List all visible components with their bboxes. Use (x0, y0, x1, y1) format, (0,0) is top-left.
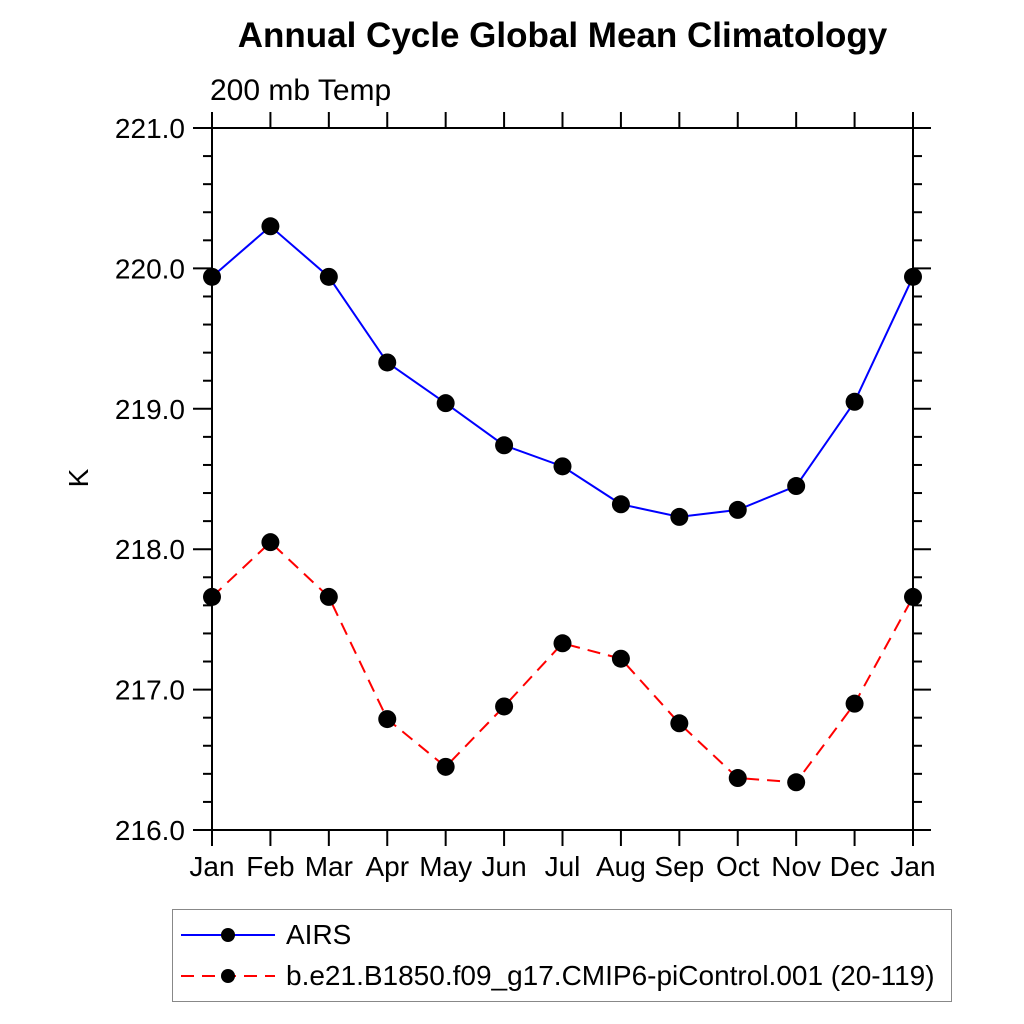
x-tick-label: May (419, 851, 472, 882)
data-point-marker (553, 634, 572, 653)
data-point-marker (611, 495, 630, 514)
data-point-marker (787, 773, 806, 792)
data-point-marker (670, 507, 689, 526)
y-tick-label: 220.0 (115, 253, 185, 284)
x-tick-label: Sep (654, 851, 704, 882)
data-point-marker (845, 392, 864, 411)
y-tick-label: 221.0 (115, 113, 185, 144)
x-axis-labels: Jan Feb Mar Apr May Jun Jul Aug Sep Oct Nov Dec Jan (189, 851, 935, 882)
x-tick-label: Nov (771, 851, 821, 882)
chart-subtitle: 200 mb Temp (210, 74, 392, 107)
x-tick-label: Jan (189, 851, 234, 882)
chart-title: Annual Cycle Global Mean Climatology (237, 16, 888, 55)
data-point-marker (261, 217, 280, 236)
data-point-marker (436, 394, 455, 413)
data-point-marker (495, 436, 514, 455)
data-point-marker (670, 714, 689, 733)
data-point-marker (203, 267, 221, 286)
data-point-marker (319, 267, 338, 286)
x-tick-label: Feb (246, 851, 294, 882)
x-tick-label: Aug (596, 851, 646, 882)
y-tick-label: 218.0 (115, 534, 185, 565)
x-tick-label: Oct (716, 851, 760, 882)
series-airs (203, 217, 922, 526)
data-point-marker (845, 694, 864, 713)
series-line (211, 540, 914, 784)
y-axis-ticks (193, 127, 931, 831)
plot-frame (211, 127, 914, 831)
x-tick-label: Mar (305, 851, 353, 882)
y-axis-unit-label: K (63, 468, 94, 488)
legend-entry-airs: AIRS (178, 915, 951, 956)
data-point-marker (319, 587, 338, 606)
x-tick-label: Jul (545, 851, 581, 882)
data-point-marker (553, 457, 572, 476)
legend-label-airs: AIRS (286, 919, 352, 950)
data-point-marker (378, 710, 397, 729)
data-point-marker (904, 267, 922, 286)
y-axis-labels: 221.0 220.0 219.0 218.0 217.0 216.0 (115, 113, 185, 846)
x-tick-label: Jun (482, 851, 527, 882)
legend-line-sample-airs (181, 928, 275, 942)
data-point-marker (378, 353, 397, 372)
x-axis-ticks (211, 112, 914, 846)
data-point-marker (728, 500, 747, 519)
legend: AIRS b.e21.B1850.f09_g17.CMIP6-piControl… (172, 909, 952, 1002)
data-point-marker (261, 533, 280, 552)
legend-label-model: b.e21.B1850.f09_g17.CMIP6-piControl.001 … (286, 960, 935, 991)
y-tick-label: 216.0 (115, 815, 185, 846)
data-point-marker (728, 769, 747, 788)
data-point-marker (611, 649, 630, 668)
legend-line-sample-model (181, 969, 275, 983)
x-tick-label: Dec (830, 851, 880, 882)
legend-entry-model: b.e21.B1850.f09_g17.CMIP6-piControl.001 … (178, 956, 951, 997)
data-point-marker (495, 697, 514, 716)
data-point-marker (203, 587, 221, 606)
series-model (203, 533, 922, 792)
y-tick-label: 219.0 (115, 394, 185, 425)
x-tick-label: Apr (365, 851, 409, 882)
y-tick-label: 217.0 (115, 675, 185, 706)
x-tick-label: Jan (890, 851, 935, 882)
data-point-marker (787, 477, 806, 496)
data-point-marker (904, 587, 922, 606)
data-point-marker (436, 757, 455, 776)
